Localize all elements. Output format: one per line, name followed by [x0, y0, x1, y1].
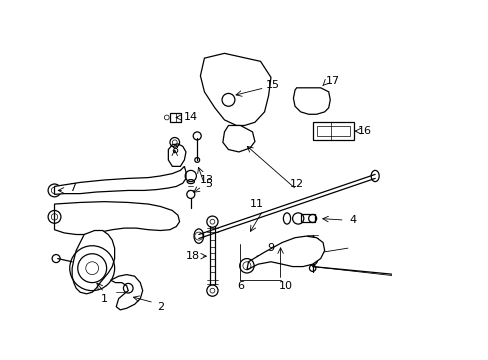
Text: 13: 13	[200, 175, 213, 185]
Text: 12: 12	[289, 179, 303, 189]
Text: 3: 3	[486, 287, 488, 297]
Polygon shape	[246, 236, 324, 270]
Text: 6: 6	[237, 281, 244, 291]
Polygon shape	[200, 53, 270, 126]
Polygon shape	[293, 88, 329, 114]
Polygon shape	[72, 230, 114, 294]
Text: 15: 15	[265, 80, 279, 90]
Text: 11: 11	[249, 199, 263, 209]
Polygon shape	[110, 275, 142, 310]
Polygon shape	[168, 144, 185, 166]
Text: 1: 1	[101, 294, 107, 303]
Text: 17: 17	[325, 76, 339, 86]
Bar	[170, 113, 181, 122]
Bar	[300, 215, 314, 222]
Text: 7: 7	[69, 183, 76, 193]
Text: 4: 4	[348, 215, 356, 225]
Bar	[312, 122, 354, 140]
Polygon shape	[223, 126, 254, 152]
Text: 14: 14	[183, 112, 198, 122]
Polygon shape	[54, 166, 185, 194]
Text: 9: 9	[266, 243, 273, 253]
Text: 2: 2	[157, 302, 163, 312]
Text: 18: 18	[185, 251, 199, 261]
Text: 8: 8	[171, 145, 178, 155]
Bar	[316, 126, 349, 136]
Text: 5: 5	[204, 179, 211, 189]
Text: 10: 10	[279, 281, 293, 291]
Text: 16: 16	[357, 126, 371, 136]
Polygon shape	[54, 202, 179, 234]
